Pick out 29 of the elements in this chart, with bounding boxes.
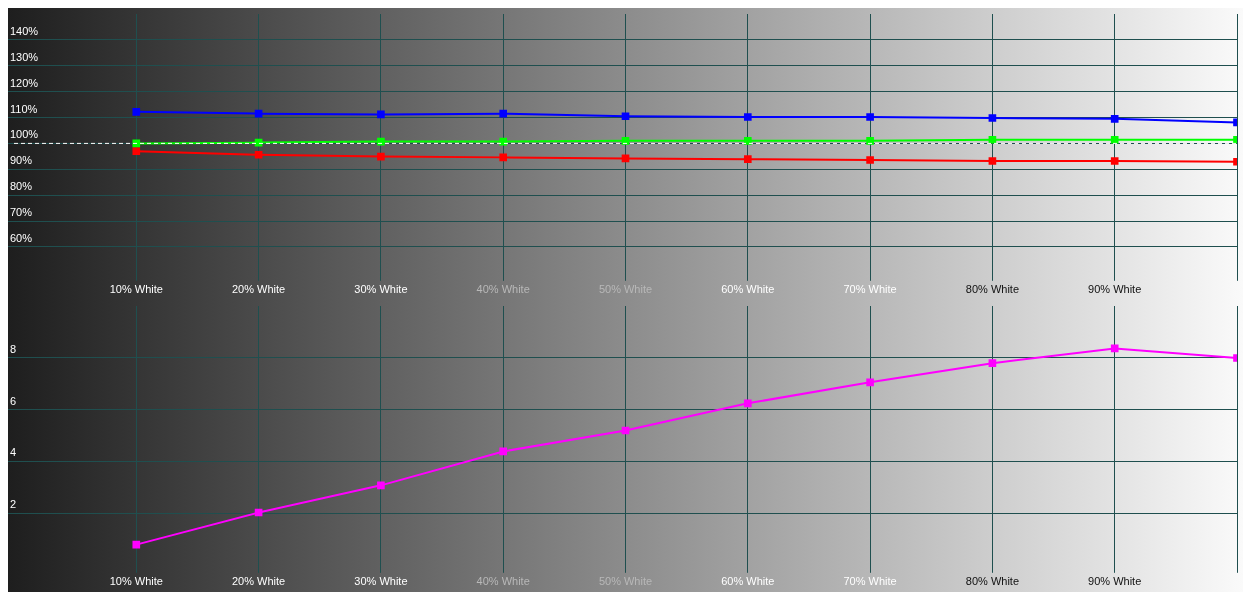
x-tick-label: 90% White [1088,575,1142,588]
x-tick-label: 30% White [354,283,408,296]
y-tick-label: 140% [10,24,39,37]
x-tick-label: 80% White [965,283,1019,296]
y-tick-label: 90% [10,154,33,167]
y-tick-label: 100% [10,128,39,141]
x-tick-label: 20% White [232,283,286,296]
x-tick-label: 60% White [721,283,775,296]
x-tick-label: 10% White [109,283,163,296]
x-tick-label: 70% White [843,283,897,296]
y-tick-label: 130% [10,50,39,63]
y-tick-label: 6 [10,394,17,407]
x-tick-label: 70% White [843,575,897,588]
x-tick-label: 30% White [354,575,408,588]
y-tick-label: 70% [10,206,33,219]
x-tick-label: 90% White [1088,283,1142,296]
y-tick-label: 2 [10,498,17,511]
x-tick-label: 40% White [476,283,530,296]
y-tick-label: 120% [10,76,39,89]
x-tick-label: 60% White [721,575,775,588]
x-tick-label: 40% White [476,575,530,588]
x-tick-label: 20% White [232,575,286,588]
x-tick-label: 80% White [965,575,1019,588]
y-tick-label: 60% [10,231,33,244]
x-tick-label: 10% White [109,575,163,588]
y-tick-label: 4 [10,446,17,459]
y-tick-label: 8 [10,342,17,355]
y-tick-label: 110% [10,102,38,115]
y-tick-label: 80% [10,180,33,193]
